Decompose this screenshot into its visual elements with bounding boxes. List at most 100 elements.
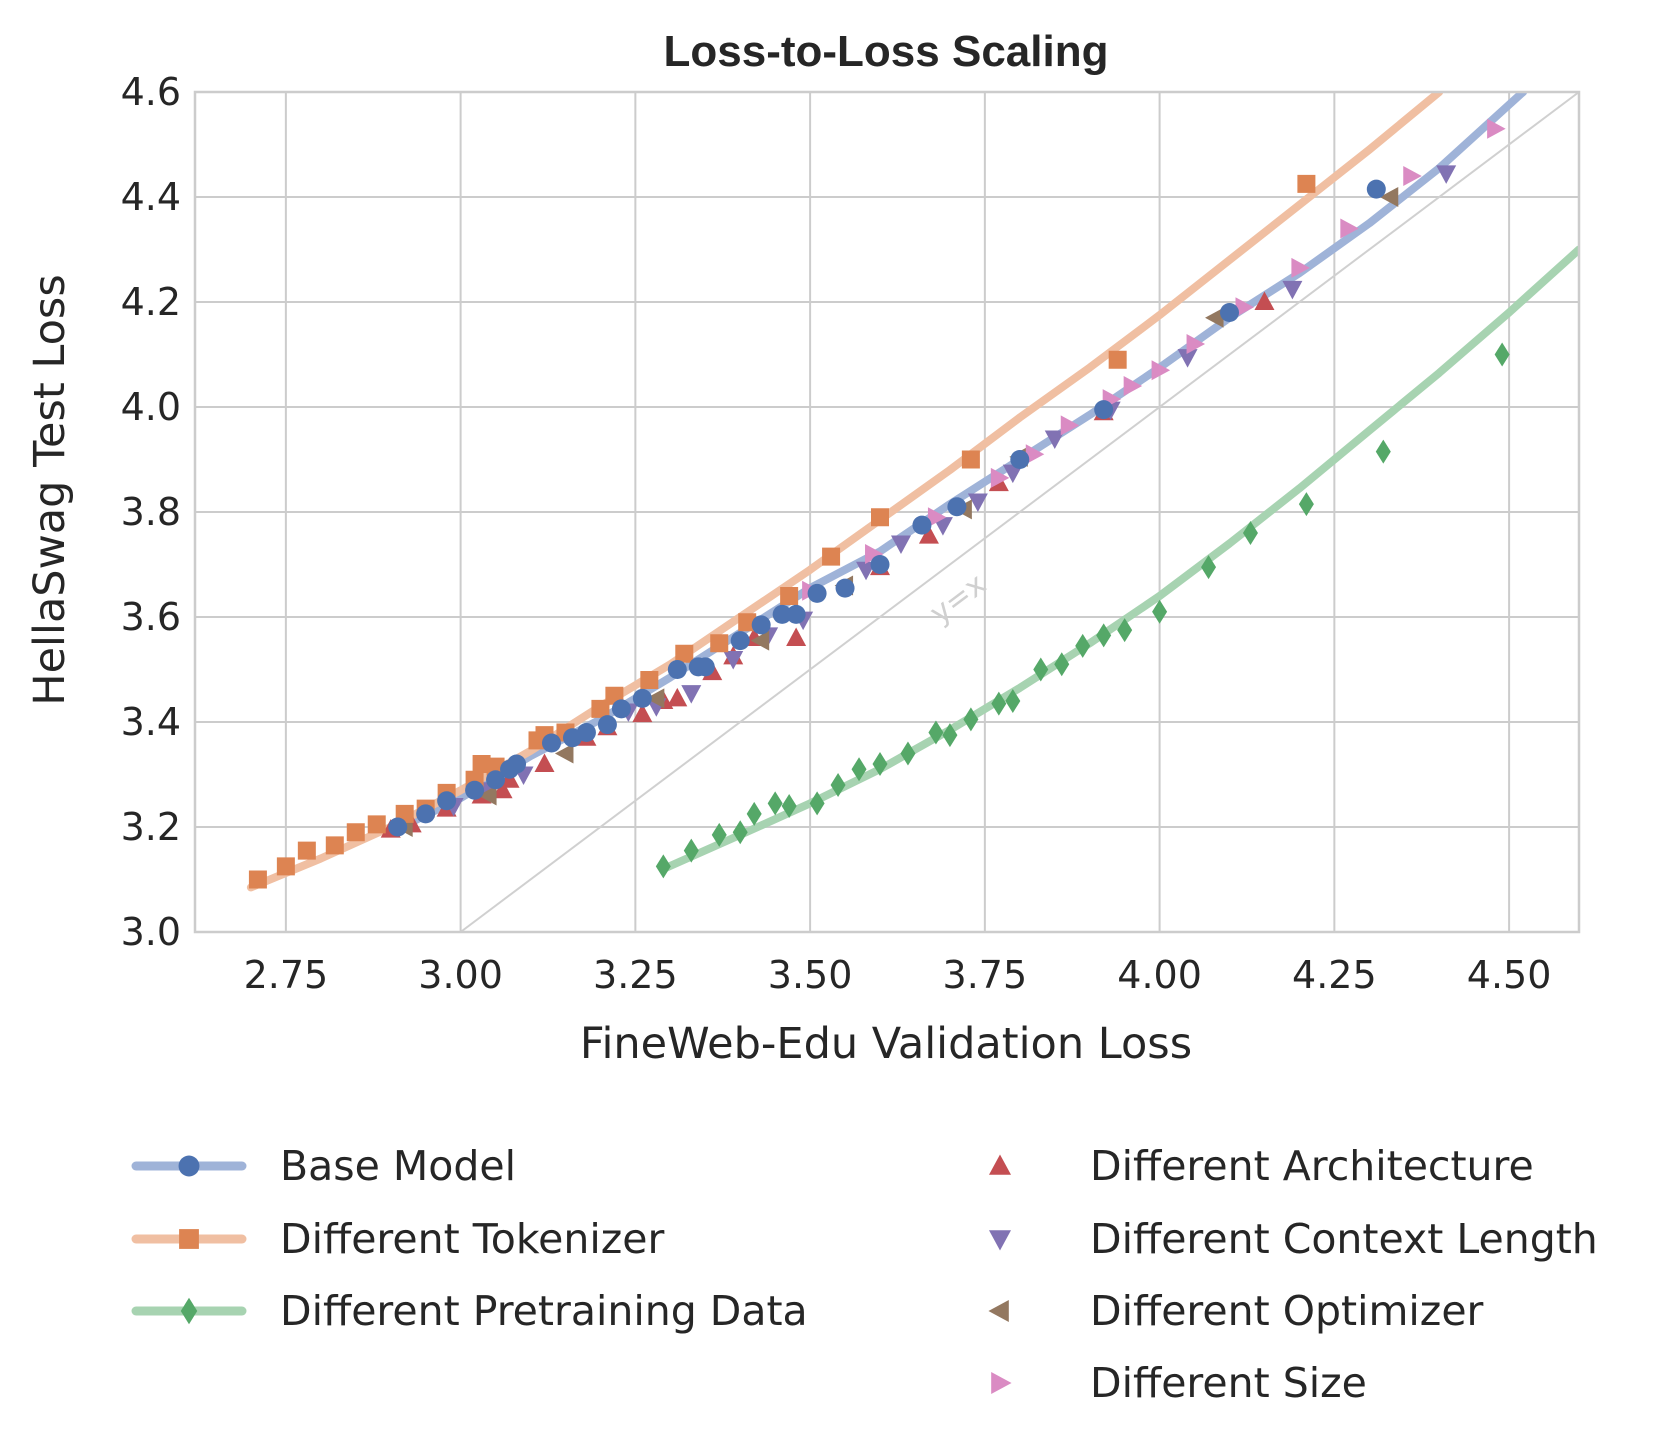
point-different-size <box>1025 444 1045 465</box>
legend-label: Different Context Length <box>1090 1215 1598 1263</box>
point-base-model <box>632 688 652 708</box>
y-tick-label: 3.6 <box>121 595 181 639</box>
point-base-model <box>786 604 806 624</box>
y-tick-label: 4.2 <box>121 280 181 324</box>
point-base-model <box>597 715 617 735</box>
point-different-tokenizer <box>738 613 757 632</box>
point-base-model <box>416 804 436 824</box>
y-tick-label: 3.4 <box>121 700 181 744</box>
legend-item: Different Optimizer <box>988 1287 1484 1335</box>
point-different-context-length <box>1002 464 1023 484</box>
point-different-size <box>1151 360 1171 381</box>
x-tick-label: 3.75 <box>943 953 1028 997</box>
point-different-pretraining-data <box>809 791 825 816</box>
x-tick-label: 3.25 <box>593 953 678 997</box>
legend-label: Different Tokenizer <box>280 1215 664 1263</box>
point-different-pretraining-data <box>1375 439 1391 464</box>
point-different-tokenizer <box>822 547 841 566</box>
legend: Base Model Different Tokenizer Different P… <box>131 1142 1598 1407</box>
axis-ticks: 2.75 3.00 3.25 3.50 3.75 4.00 4.25 4.50 3.0 3.2 3.… <box>121 70 1552 997</box>
point-different-pretraining-data <box>963 707 979 732</box>
point-different-pretraining-data <box>1494 342 1510 367</box>
point-different-optimizer <box>1379 187 1399 207</box>
point-different-tokenizer <box>710 634 729 653</box>
point-different-tokenizer <box>472 755 491 773</box>
y-axis-label: HellaSwag Test Loss <box>25 274 75 705</box>
legend-label: Base Model <box>280 1142 516 1190</box>
point-base-model <box>772 604 792 624</box>
point-different-pretraining-data <box>767 791 783 816</box>
point-different-architecture <box>492 779 513 799</box>
y-tick-label: 4.6 <box>121 70 181 114</box>
point-base-model <box>486 770 506 790</box>
x-tick-label: 4.50 <box>1467 953 1552 997</box>
point-different-tokenizer <box>1297 174 1316 193</box>
point-base-model <box>465 780 485 800</box>
point-different-size <box>1186 334 1206 354</box>
legend-item: Different Size <box>991 1359 1367 1407</box>
point-different-context-length <box>1436 165 1457 184</box>
point-different-context-length <box>890 535 911 554</box>
point-base-model <box>507 754 527 774</box>
point-different-tokenizer <box>486 757 505 776</box>
point-different-tokenizer <box>1108 350 1127 369</box>
point-different-pretraining-data <box>1075 633 1091 658</box>
point-different-pretraining-data <box>683 838 699 863</box>
point-different-pretraining-data <box>991 691 1007 716</box>
point-different-context-length <box>1044 430 1065 449</box>
point-different-context-length <box>967 493 988 512</box>
legend-item: Different Architecture <box>989 1142 1534 1190</box>
point-different-tokenizer <box>297 841 316 860</box>
fit-lines <box>246 92 1579 892</box>
point-different-tokenizer <box>367 815 386 834</box>
legend-label: Different Pretraining Data <box>280 1287 808 1335</box>
point-different-optimizer <box>645 688 665 709</box>
point-base-model <box>912 515 932 535</box>
x-tick-label: 4.00 <box>1117 953 1202 997</box>
legend-item: Base Model <box>131 1142 516 1190</box>
point-different-pretraining-data <box>1096 623 1112 648</box>
point-different-pretraining-data <box>746 801 762 826</box>
point-different-architecture <box>534 753 555 772</box>
point-different-size <box>1235 297 1254 318</box>
point-different-size <box>990 467 1010 488</box>
point-different-architecture <box>632 703 653 723</box>
point-different-pretraining-data <box>1242 521 1258 545</box>
point-different-tokenizer <box>871 508 890 527</box>
legend-marker <box>989 1154 1011 1175</box>
point-different-tokenizer <box>780 587 799 605</box>
point-base-model <box>807 583 827 603</box>
point-different-tokenizer <box>248 870 267 889</box>
chart-title: Loss-to-Loss Scaling <box>664 27 1109 76</box>
point-different-size <box>1291 257 1310 278</box>
legend-label: Different Size <box>1090 1359 1367 1407</box>
x-tick-label: 4.25 <box>1292 953 1377 997</box>
legend-marker <box>991 1372 1012 1394</box>
point-base-model <box>695 657 715 677</box>
legend-marker <box>988 1300 1009 1322</box>
legend-item: Different Context Length <box>989 1215 1598 1263</box>
x-tick-label: 2.75 <box>244 953 329 997</box>
point-different-optimizer <box>750 630 770 651</box>
point-base-model <box>1010 450 1030 469</box>
legend-label: Different Architecture <box>1090 1142 1534 1190</box>
point-different-optimizer <box>478 785 497 806</box>
point-different-pretraining-data <box>1201 555 1217 580</box>
point-different-pretraining-data <box>830 773 846 797</box>
fit-line-different-tokenizer <box>246 92 1444 892</box>
point-base-model <box>730 631 750 651</box>
point-base-model <box>576 723 596 742</box>
point-different-size <box>1123 376 1143 396</box>
point-different-pretraining-data <box>1005 689 1021 713</box>
point-different-tokenizer <box>346 823 365 842</box>
point-different-pretraining-data <box>1033 657 1049 682</box>
point-different-pretraining-data <box>900 741 916 766</box>
point-different-tokenizer <box>961 450 980 469</box>
point-different-pretraining-data <box>872 752 888 776</box>
point-base-model <box>437 791 457 811</box>
point-base-model <box>751 615 771 635</box>
point-different-tokenizer <box>675 644 694 663</box>
point-different-pretraining-data <box>732 820 748 845</box>
point-different-architecture <box>786 627 807 646</box>
